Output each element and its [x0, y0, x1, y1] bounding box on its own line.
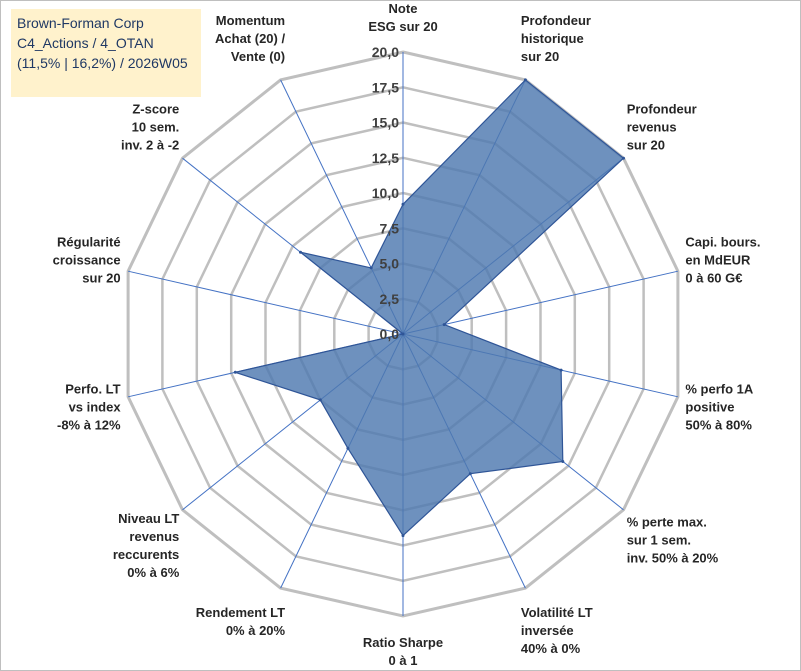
radial-tick-label: 20,0: [372, 44, 399, 60]
radial-tick-label: 12,5: [372, 150, 399, 166]
series-point: [442, 323, 446, 327]
series-point: [523, 78, 527, 82]
axis-label: Note ESG sur 20: [368, 1, 437, 34]
axis-label: Profondeur revenus sur 20: [627, 102, 697, 153]
series-point: [401, 534, 405, 538]
axis-label: % perte max. sur 1 sem. inv. 50% à 20%: [627, 514, 719, 565]
axis-labels: Note ESG sur 20 Profondeur historique sur 20…: [53, 1, 761, 668]
axis-label: Niveau LT revenus reccurents 0% à 6%: [113, 511, 180, 580]
series-point: [233, 370, 237, 374]
axis-label: Ratio Sharpe 0 à 1: [363, 635, 443, 668]
radial-tick-label: 5,0: [380, 256, 400, 272]
radial-tick-label: 10,0: [372, 185, 399, 201]
radial-tick-label: 2,5: [380, 291, 400, 307]
series-point: [299, 250, 302, 254]
axis-label: Régularité croissance sur 20: [53, 234, 121, 285]
series-point: [559, 368, 563, 372]
radar-series: [233, 78, 625, 538]
radial-tick-label: 15,0: [372, 115, 399, 131]
radial-tick-label: 17,5: [372, 79, 399, 95]
axis-label: Z-score 10 sem. inv. 2 à -2: [121, 102, 179, 153]
axis-label: % perfo 1A positive 50% à 80%: [685, 382, 754, 433]
axis-label: Profondeur historique sur 20: [521, 13, 591, 64]
series-point: [401, 332, 405, 336]
series-point: [622, 156, 625, 160]
axis-label: Perfo. LT vs index -8% à 12%: [57, 382, 121, 433]
info-box: Brown-Forman Corp C4_Actions / 4_OTAN (1…: [11, 9, 201, 97]
radial-tick-label: 0,0: [380, 326, 400, 342]
radial-tick-label: 7,5: [380, 220, 400, 236]
series-point: [369, 266, 373, 270]
axis-label: Rendement LT 0% à 20%: [196, 605, 286, 638]
series-point: [346, 446, 350, 450]
series-point: [318, 398, 322, 402]
axis-label: Capi. bours. en MdEUR 0 à 60 G€: [685, 234, 760, 285]
info-line-category: C4_Actions / 4_OTAN: [17, 35, 154, 51]
series-point: [401, 202, 405, 206]
series-point: [468, 472, 472, 476]
radial-tick-labels: 0,0 2,5 5,0 7,5 10,0 12,5 15,0 17,5 20,0: [372, 44, 399, 342]
axis-spoke: [127, 270, 404, 335]
axis-label: Volatilité LT inversée 40% à 0%: [521, 605, 593, 656]
info-line-company: Brown-Forman Corp: [17, 15, 144, 31]
axis-spoke: [402, 270, 679, 335]
info-line-stats: (11,5% | 16,2%) / 2026W05: [17, 55, 188, 71]
axis-label: Momentum Achat (20) / Vente (0): [215, 13, 285, 64]
series-point: [561, 460, 565, 463]
